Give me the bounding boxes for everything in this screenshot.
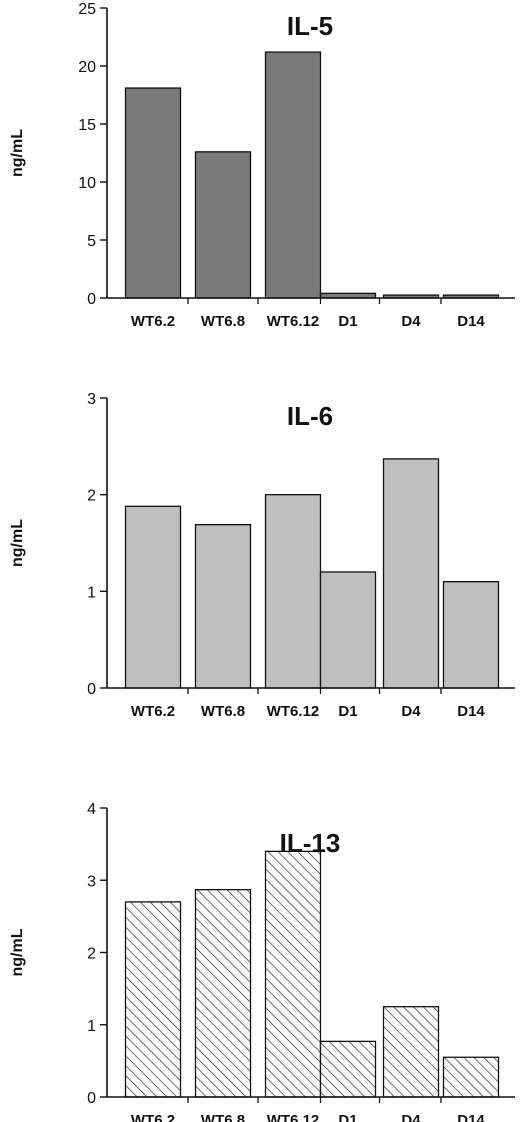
category-label: D4 (401, 1112, 421, 1122)
chart-panel-1: IL-6 ng/mL WT6.2 WT6.8 WT6.12 D1 D4 D14 0 1 2 3 (9, 391, 515, 720)
bar-WT6.2 (124, 87, 182, 299)
chart-title: IL-5 (287, 11, 333, 41)
category-label: WT6.12 (267, 313, 320, 330)
bar-WT6.8 (194, 151, 252, 299)
category-label: WT6.12 (267, 1112, 320, 1122)
category-label: WT6.2 (131, 703, 175, 720)
category-label: WT6.2 (131, 313, 175, 330)
category-label: WT6.8 (201, 313, 245, 330)
bar-WT6.12 (264, 850, 322, 1098)
bar-WT6.2 (124, 901, 182, 1098)
y-tick-label: 3 (87, 873, 96, 890)
y-tick-label: 0 (87, 681, 96, 698)
y-tick-label: 0 (87, 291, 96, 308)
bar-D1 (319, 571, 377, 689)
y-tick-label: 10 (78, 175, 96, 192)
bar-WT6.2 (124, 505, 182, 689)
y-tick-label: 2 (87, 946, 96, 963)
chart-title: IL-6 (287, 401, 333, 431)
category-label: D1 (338, 1112, 357, 1122)
category-label: D4 (401, 703, 421, 720)
category-label: D1 (338, 703, 357, 720)
bar-D14 (442, 1056, 500, 1098)
y-tick-label: 1 (87, 1018, 96, 1035)
category-label: D4 (401, 313, 421, 330)
category-label: D14 (457, 1112, 485, 1122)
y-tick-label: 0 (87, 1090, 96, 1107)
bar-D1 (319, 1040, 377, 1098)
y-tick-label: 20 (78, 59, 96, 76)
y-tick-label: 5 (87, 233, 96, 250)
category-label: WT6.12 (267, 703, 320, 720)
bar-WT6.8 (194, 888, 252, 1098)
y-tick-label: 2 (87, 488, 96, 505)
bar-WT6.8 (194, 523, 252, 689)
y-axis-label: ng/mL (9, 928, 26, 976)
y-tick-label: 4 (87, 801, 96, 818)
y-tick-label: 3 (87, 391, 96, 408)
y-tick-label: 1 (87, 584, 96, 601)
y-axis-label: ng/mL (9, 519, 26, 567)
chart-panel-0: IL-5 ng/mL WT6.2 WT6.8 WT6.12 D1 D4 D14 0 5 10 15 20… (9, 1, 515, 330)
y-tick-label: 15 (78, 117, 96, 134)
category-label: D14 (457, 313, 485, 330)
category-label: WT6.8 (201, 703, 245, 720)
bar-D14 (442, 581, 500, 689)
bar-WT6.12 (264, 51, 322, 299)
category-label: WT6.2 (131, 1112, 175, 1122)
y-axis-label: ng/mL (9, 129, 26, 177)
bar-D4 (382, 458, 440, 689)
category-label: D1 (338, 313, 357, 330)
bar-D4 (382, 1006, 440, 1098)
category-label: WT6.8 (201, 1112, 245, 1122)
y-tick-label: 25 (78, 1, 96, 18)
bar-WT6.12 (264, 494, 322, 689)
category-label: D14 (457, 703, 485, 720)
